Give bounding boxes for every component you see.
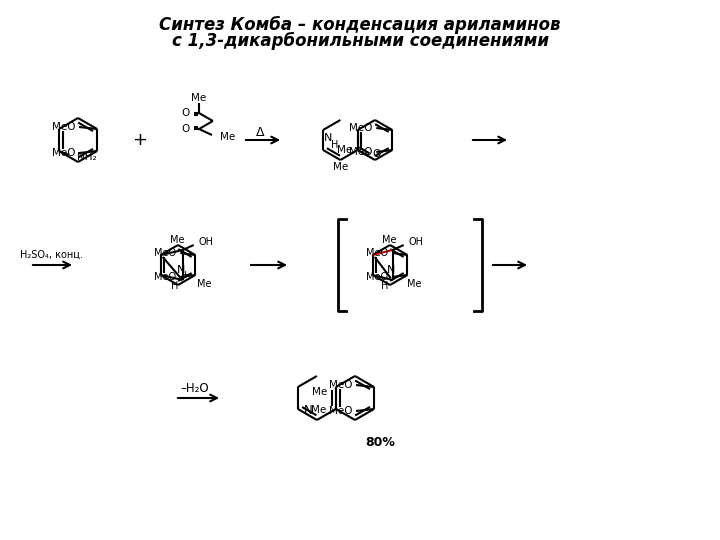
- Text: H₂SO₄, конц.: H₂SO₄, конц.: [20, 250, 84, 260]
- Text: OH: OH: [199, 237, 214, 247]
- Text: Me: Me: [220, 132, 235, 142]
- Text: Me: Me: [311, 405, 326, 415]
- Text: Me: Me: [192, 93, 207, 103]
- Text: Me: Me: [407, 279, 421, 289]
- Text: MeO: MeO: [348, 123, 372, 133]
- Text: Δ: Δ: [256, 125, 264, 138]
- Text: N: N: [304, 404, 312, 417]
- Text: MeO: MeO: [328, 380, 352, 390]
- Text: Me: Me: [337, 145, 352, 155]
- Text: MeO: MeO: [154, 248, 176, 258]
- Text: N: N: [324, 133, 332, 143]
- Text: MeO: MeO: [348, 147, 372, 157]
- Text: O: O: [181, 124, 189, 134]
- Text: NH₂: NH₂: [77, 152, 96, 162]
- Text: 80%: 80%: [365, 436, 395, 449]
- Text: Me: Me: [197, 279, 211, 289]
- Text: O: O: [181, 108, 189, 118]
- Text: H: H: [381, 281, 388, 291]
- Text: +: +: [132, 131, 148, 149]
- Text: Me: Me: [312, 387, 327, 397]
- Text: O: O: [372, 149, 380, 159]
- Text: MeO: MeO: [366, 248, 388, 258]
- Text: MeO: MeO: [328, 406, 352, 416]
- Text: Синтез Комба – конденсация ариламинов: Синтез Комба – конденсация ариламинов: [159, 16, 561, 34]
- Text: Me: Me: [333, 162, 348, 172]
- Text: Me: Me: [382, 235, 397, 245]
- Text: OH: OH: [409, 237, 423, 247]
- Text: MeO: MeO: [52, 122, 75, 132]
- Text: MeO: MeO: [154, 272, 176, 282]
- Text: +: +: [181, 270, 190, 280]
- Text: с 1,3-дикарбонильными соединениями: с 1,3-дикарбонильными соединениями: [171, 32, 549, 50]
- Text: N: N: [387, 265, 395, 275]
- Text: H: H: [171, 281, 179, 291]
- Text: MeO: MeO: [52, 148, 75, 158]
- Text: MeO: MeO: [366, 272, 388, 282]
- Text: –H₂O: –H₂O: [181, 381, 210, 395]
- Text: H: H: [331, 140, 338, 150]
- Text: N: N: [176, 265, 185, 275]
- Text: Me: Me: [171, 235, 185, 245]
